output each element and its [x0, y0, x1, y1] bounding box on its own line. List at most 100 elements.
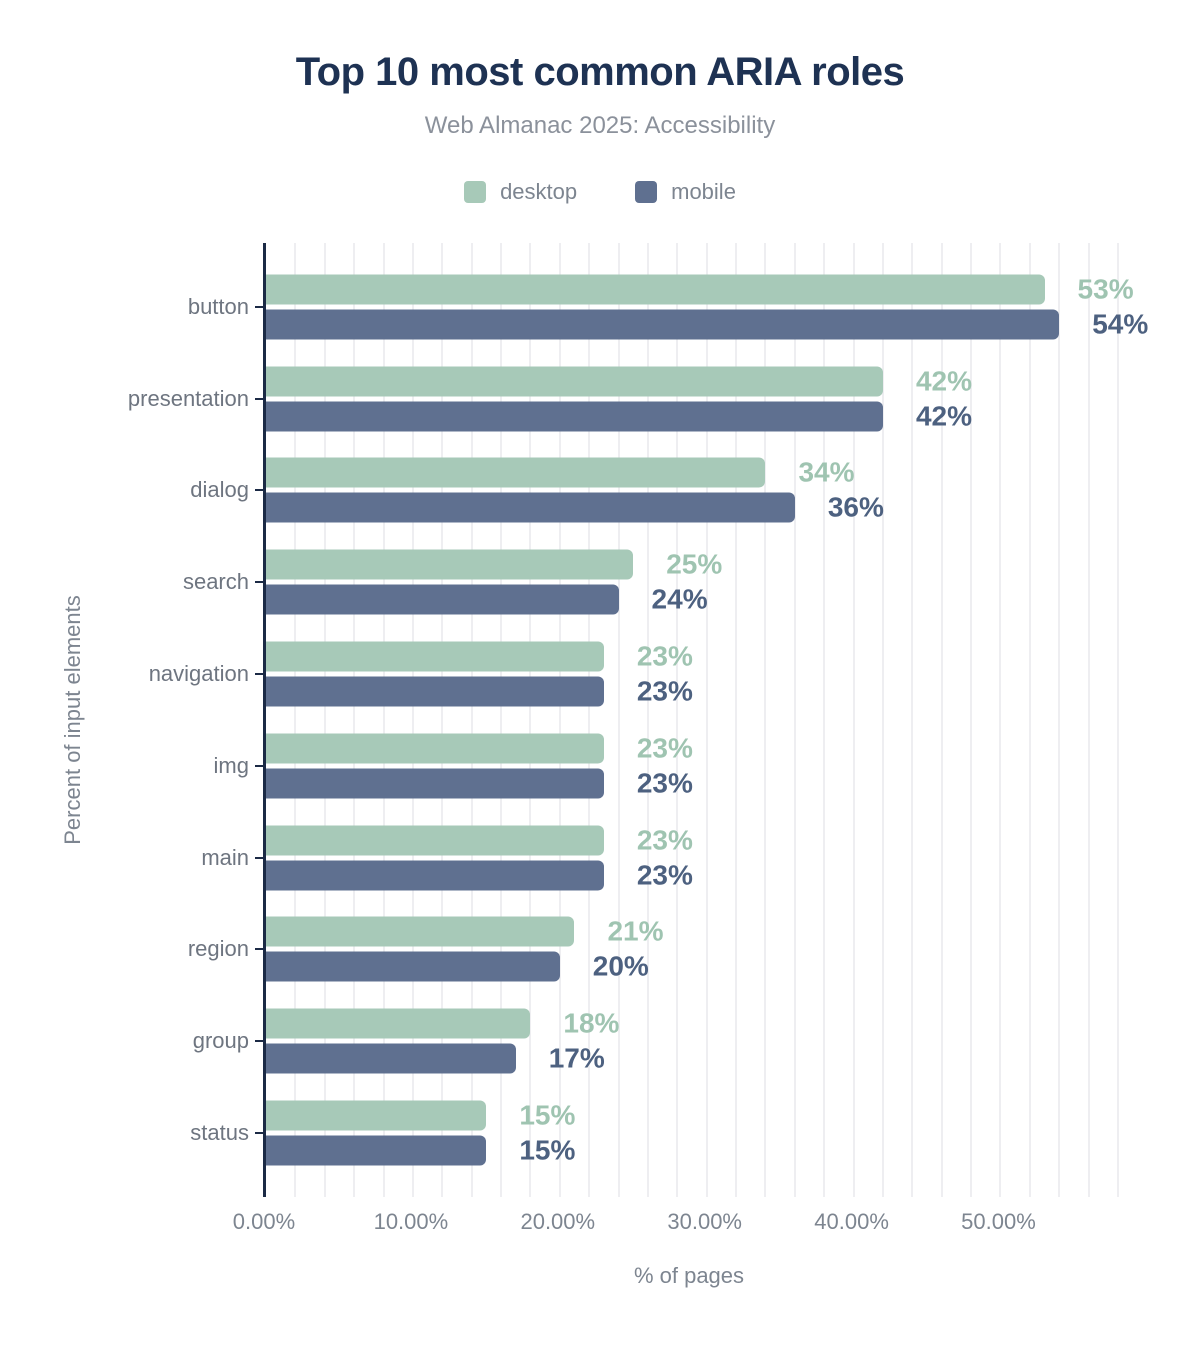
bar-desktop-presentation[interactable] [266, 366, 883, 397]
bar-mobile-button[interactable] [266, 309, 1060, 340]
bar-line-desktop-region: 21% [266, 916, 1118, 947]
value-label-mobile-button: 54% [1092, 308, 1149, 340]
bar-group-presentation: 42% 42% [266, 365, 1118, 432]
gridline [441, 243, 444, 1197]
bar-line-desktop-button: 53% [266, 273, 1134, 305]
bar-line-desktop-search: 25% [266, 548, 1118, 580]
gridline [1058, 243, 1061, 1197]
category-label-main: main [201, 844, 249, 870]
bar-desktop-status[interactable] [266, 1100, 487, 1131]
value-label-desktop-dialog: 34% [798, 456, 855, 488]
value-label-desktop-status: 15% [519, 1099, 576, 1131]
bar-mobile-main[interactable] [266, 860, 604, 891]
bar-line-mobile-group: 17% [266, 1042, 1118, 1074]
value-label-mobile-search: 24% [651, 583, 708, 615]
value-label-mobile-main: 23% [636, 859, 693, 891]
value-label-desktop-navigation: 23% [636, 640, 693, 672]
value-label-desktop-search: 25% [666, 548, 723, 580]
gridline [940, 243, 943, 1197]
gridline [294, 243, 297, 1197]
category-row-img: img 23% 23% [214, 720, 1118, 812]
legend-label-desktop: desktop [500, 179, 578, 204]
x-tick-label-10.00%: 10.00% [373, 1209, 449, 1234]
bar-mobile-status[interactable] [266, 1135, 487, 1166]
bar-desktop-button[interactable] [266, 274, 1045, 305]
bar-group-status: 15% 15% [266, 1099, 1118, 1166]
gridline [1087, 243, 1090, 1197]
bar-group-dialog: 34% 36% [266, 456, 1118, 523]
bar-mobile-group[interactable] [266, 1043, 516, 1074]
category-row-status: status 15% 15% [190, 1087, 1118, 1179]
bar-line-desktop-navigation: 23% [266, 640, 1118, 672]
y-axis-tick [255, 948, 263, 951]
gridline [353, 243, 356, 1197]
bar-desktop-search[interactable] [266, 549, 634, 580]
category-label-dialog: dialog [190, 477, 249, 503]
legend-item-desktop[interactable]: desktop [464, 179, 577, 205]
bar-line-mobile-img: 23% [266, 767, 1118, 799]
value-label-desktop-main: 23% [636, 824, 693, 856]
value-label-mobile-group: 17% [548, 1042, 605, 1074]
bar-mobile-presentation[interactable] [266, 401, 883, 432]
y-axis-tick [255, 673, 263, 676]
y-axis-tick [255, 764, 263, 767]
bar-mobile-img[interactable] [266, 768, 604, 799]
gridline [823, 243, 826, 1197]
bar-desktop-main[interactable] [266, 825, 604, 856]
bar-line-mobile-presentation: 42% [266, 400, 1118, 432]
x-axis-tick-labels: 0.00% 10.00% 20.00% 30.00% 40.00% 50.00% [233, 1209, 1116, 1237]
gridline [852, 243, 855, 1197]
value-label-mobile-dialog: 36% [827, 491, 884, 523]
bar-mobile-search[interactable] [266, 584, 619, 615]
category-label-navigation: navigation [148, 661, 249, 687]
bar-group-group: 18% 17% [266, 1007, 1118, 1074]
bar-mobile-region[interactable] [266, 951, 560, 982]
x-tick-label-0.00%: 0.00% [232, 1209, 296, 1234]
y-axis-title: Percent of input elements [60, 595, 85, 845]
category-row-button: button 53% 54% [188, 261, 1148, 353]
bar-mobile-navigation[interactable] [266, 676, 604, 707]
value-label-mobile-presentation: 42% [915, 400, 972, 432]
category-label-button: button [187, 293, 249, 319]
bar-desktop-group[interactable] [266, 1008, 531, 1039]
value-label-mobile-img: 23% [636, 767, 693, 799]
category-row-dialog: dialog 34% 36% [190, 445, 1118, 537]
x-tick-label-40.00%: 40.00% [814, 1209, 889, 1234]
gridline [881, 243, 884, 1197]
chart-subtitle: Web Almanac 2025: Accessibility [424, 112, 776, 139]
bar-line-mobile-navigation: 23% [266, 676, 1118, 707]
legend-swatch-desktop [464, 181, 487, 203]
bar-desktop-region[interactable] [266, 916, 575, 947]
bar-line-desktop-presentation: 42% [266, 365, 1118, 397]
y-axis-tick [255, 581, 263, 584]
legend-item-mobile[interactable]: mobile [635, 179, 736, 205]
x-tick-label-50.00%: 50.00% [961, 1209, 1036, 1234]
gridline [529, 243, 532, 1197]
plot-area: button 53% 54% presentation 42% 42% dialog 34% 3… [128, 243, 1148, 1197]
y-axis-tick [255, 305, 263, 308]
y-axis-tick [255, 489, 263, 492]
bar-line-mobile-main: 23% [266, 859, 1118, 891]
legend: desktop mobile [0, 179, 1200, 205]
gridline [793, 243, 796, 1197]
gridline [411, 243, 414, 1197]
bar-desktop-navigation[interactable] [266, 641, 604, 672]
y-axis-tick [255, 856, 263, 859]
category-row-region: region 21% 20% [188, 904, 1118, 996]
value-label-desktop-group: 18% [563, 1007, 620, 1039]
gridline [588, 243, 591, 1197]
bar-line-mobile-dialog: 36% [266, 491, 1118, 523]
gridline [911, 243, 914, 1197]
category-row-group: group 18% 17% [193, 995, 1118, 1087]
bar-mobile-dialog[interactable] [266, 492, 795, 523]
gridline [558, 243, 561, 1197]
bar-desktop-dialog[interactable] [266, 457, 766, 488]
gridline [1117, 243, 1119, 1197]
bar-desktop-img[interactable] [266, 733, 604, 764]
x-tick-label-20.00%: 20.00% [520, 1209, 596, 1234]
bar-group-navigation: 23% 23% [266, 640, 1118, 707]
bar-rows-layer: button 53% 54% presentation 42% 42% dialog 34% 3… [128, 243, 1148, 1197]
chart-title: Top 10 most common ARIA roles [295, 50, 905, 94]
gridline [646, 243, 649, 1197]
